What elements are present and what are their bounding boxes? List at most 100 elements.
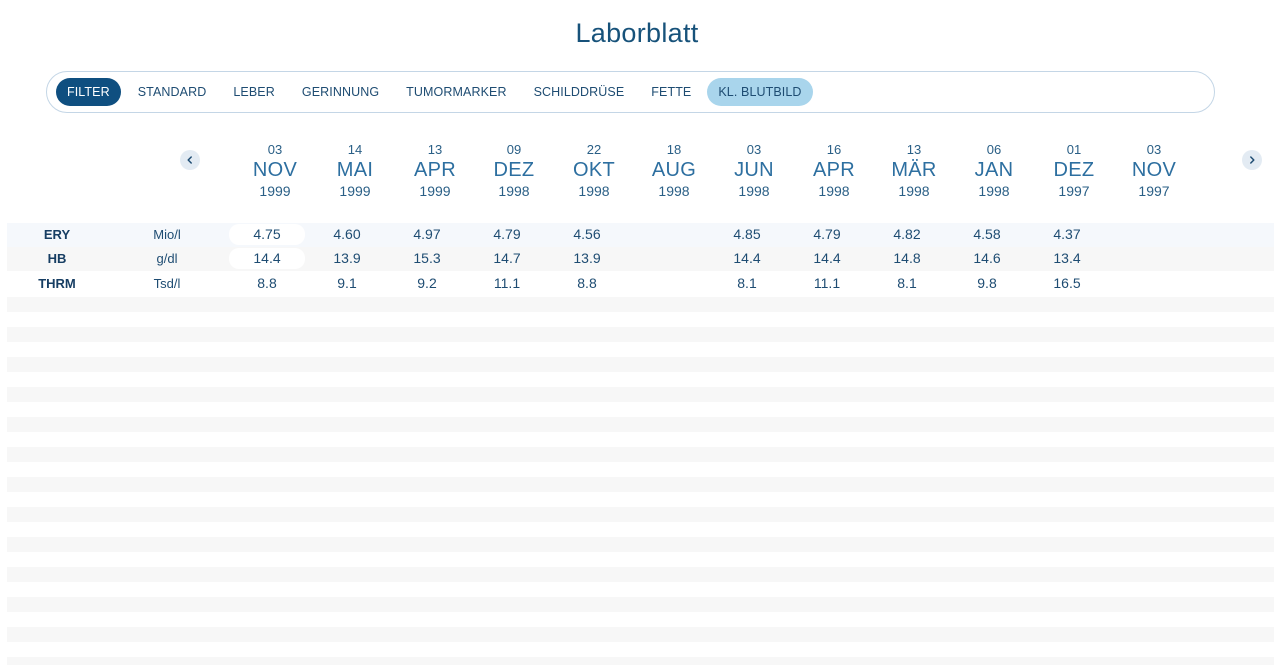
date-year: 1998 xyxy=(738,183,770,199)
date-day: 03 xyxy=(267,142,283,157)
value-cell[interactable]: 4.58 xyxy=(973,226,1001,242)
value-cell[interactable]: 14.4 xyxy=(733,250,761,266)
value-cell[interactable]: 4.37 xyxy=(1053,226,1081,242)
value-cell[interactable] xyxy=(629,248,705,269)
value-cell[interactable]: 8.1 xyxy=(897,275,917,291)
empty-row xyxy=(7,627,1274,642)
value-cell[interactable]: 14.4 xyxy=(229,248,305,269)
date-day: 14 xyxy=(347,142,363,157)
filter-chip-filter[interactable]: FILTER xyxy=(56,78,121,106)
value-cell[interactable]: 11.1 xyxy=(493,275,521,291)
date-column[interactable]: 16 APR 1998 xyxy=(794,142,874,200)
row-label: THRM xyxy=(38,276,76,291)
value-cell[interactable]: 4.60 xyxy=(333,226,361,242)
value-cell[interactable]: 9.1 xyxy=(337,275,357,291)
value-cell[interactable] xyxy=(629,273,705,294)
date-column[interactable]: 03 JUN 1998 xyxy=(714,142,794,200)
date-column[interactable]: 06 JAN 1998 xyxy=(954,142,1034,200)
filter-chip-tumormarker[interactable]: TUMORMARKER xyxy=(406,85,507,99)
value-cell[interactable]: 8.1 xyxy=(737,275,757,291)
value-cell[interactable]: 4.85 xyxy=(733,226,761,242)
table-row: HB g/dl 14.4 13.9 15.3 14.7 13.9 14.4 14.4 14.8 14… xyxy=(7,247,1274,271)
value-cell[interactable]: 14.7 xyxy=(493,250,521,266)
date-year: 1998 xyxy=(658,183,690,199)
value-cell[interactable]: 11.1 xyxy=(813,275,841,291)
value-cell[interactable]: 4.82 xyxy=(893,226,921,242)
value-cell[interactable]: 14.6 xyxy=(973,250,1001,266)
filter-chip-gerinnung[interactable]: GERINNUNG xyxy=(301,85,380,99)
date-day: 16 xyxy=(826,142,842,157)
value-cell[interactable]: 4.79 xyxy=(813,226,841,242)
date-column[interactable]: 13 APR 1999 xyxy=(395,142,475,200)
filter-chip-kl-blutbild[interactable]: KL. BLUTBILD xyxy=(707,78,813,106)
filter-chip-schilddrüse[interactable]: SCHILDDRÜSE xyxy=(533,85,625,99)
date-year: 1998 xyxy=(498,183,530,199)
value-cell[interactable]: 13.9 xyxy=(333,250,361,266)
filter-chip-standard[interactable]: STANDARD xyxy=(137,85,207,99)
value-cell[interactable]: 15.3 xyxy=(413,250,441,266)
date-day: 03 xyxy=(746,142,762,157)
date-month: AUG xyxy=(651,159,697,181)
value-cell[interactable]: 4.79 xyxy=(493,226,521,242)
date-month: NOV xyxy=(252,159,298,181)
empty-row xyxy=(7,387,1274,402)
empty-row xyxy=(7,567,1274,582)
row-unit: Mio/l xyxy=(153,227,181,242)
value-cell[interactable]: 13.9 xyxy=(573,250,601,266)
date-year: 1999 xyxy=(259,183,291,199)
value-cell[interactable]: 8.8 xyxy=(257,275,277,291)
page-title: Laborblatt xyxy=(575,18,699,48)
value-cell[interactable]: 4.97 xyxy=(413,226,441,242)
date-day: 18 xyxy=(666,142,682,157)
table-row: THRM Tsd/l 8.8 9.1 9.2 11.1 8.8 8.1 11.1 8.1 9.8 16… xyxy=(7,272,1274,296)
filter-bar: FILTER STANDARD LEBER GERINNUNG TUMORMARKER S… xyxy=(46,71,1215,113)
chevron-right-icon[interactable] xyxy=(1242,150,1262,170)
filter-chip-fette[interactable]: FETTE xyxy=(651,85,692,99)
date-column[interactable]: 01 DEZ 1997 xyxy=(1034,142,1114,200)
empty-row xyxy=(7,357,1274,372)
value-cell[interactable]: 4.75 xyxy=(229,224,305,245)
value-cell[interactable]: 14.4 xyxy=(813,250,841,266)
date-day: 13 xyxy=(906,142,922,157)
date-month: DEZ xyxy=(1053,159,1095,181)
value-cell[interactable]: 13.4 xyxy=(1053,250,1081,266)
date-day: 01 xyxy=(1066,142,1082,157)
value-cell[interactable]: 9.2 xyxy=(417,275,437,291)
empty-row xyxy=(7,447,1274,462)
date-year: 1998 xyxy=(578,183,610,199)
value-cell[interactable]: 9.8 xyxy=(977,275,997,291)
empty-row xyxy=(7,297,1274,312)
value-cell[interactable] xyxy=(1109,273,1185,294)
filter-chip-leber[interactable]: LEBER xyxy=(233,85,275,99)
date-month: APR xyxy=(413,159,457,181)
value-cell[interactable] xyxy=(1109,224,1185,245)
date-column[interactable]: 18 AUG 1998 xyxy=(634,142,714,200)
date-day: 22 xyxy=(586,142,602,157)
empty-row xyxy=(7,477,1274,492)
chevron-left-icon[interactable] xyxy=(180,150,200,170)
date-column[interactable]: 03 NOV 1997 xyxy=(1114,142,1194,200)
date-year: 1999 xyxy=(419,183,451,199)
date-column[interactable]: 22 OKT 1998 xyxy=(554,142,634,200)
date-year: 1998 xyxy=(818,183,850,199)
date-column[interactable]: 03 NOV 1999 xyxy=(235,142,315,200)
date-column[interactable]: 13 MÄR 1998 xyxy=(874,142,954,200)
date-column[interactable]: 09 DEZ 1998 xyxy=(474,142,554,200)
date-month: JAN xyxy=(974,159,1014,181)
date-year: 1997 xyxy=(1058,183,1090,199)
date-day: 03 xyxy=(1146,142,1162,157)
value-cell[interactable]: 4.56 xyxy=(573,226,601,242)
value-cell[interactable] xyxy=(1109,248,1185,269)
empty-row xyxy=(7,537,1274,552)
row-unit: g/dl xyxy=(156,251,178,266)
date-day: 13 xyxy=(427,142,443,157)
date-year: 1998 xyxy=(898,183,930,199)
date-year: 1997 xyxy=(1138,183,1170,199)
value-cell[interactable] xyxy=(629,224,705,245)
date-column[interactable]: 14 MAI 1999 xyxy=(315,142,395,200)
value-cell[interactable]: 16.5 xyxy=(1053,275,1081,291)
value-cell[interactable]: 14.8 xyxy=(893,250,921,266)
value-cell[interactable]: 8.8 xyxy=(577,275,597,291)
empty-row xyxy=(7,597,1274,612)
